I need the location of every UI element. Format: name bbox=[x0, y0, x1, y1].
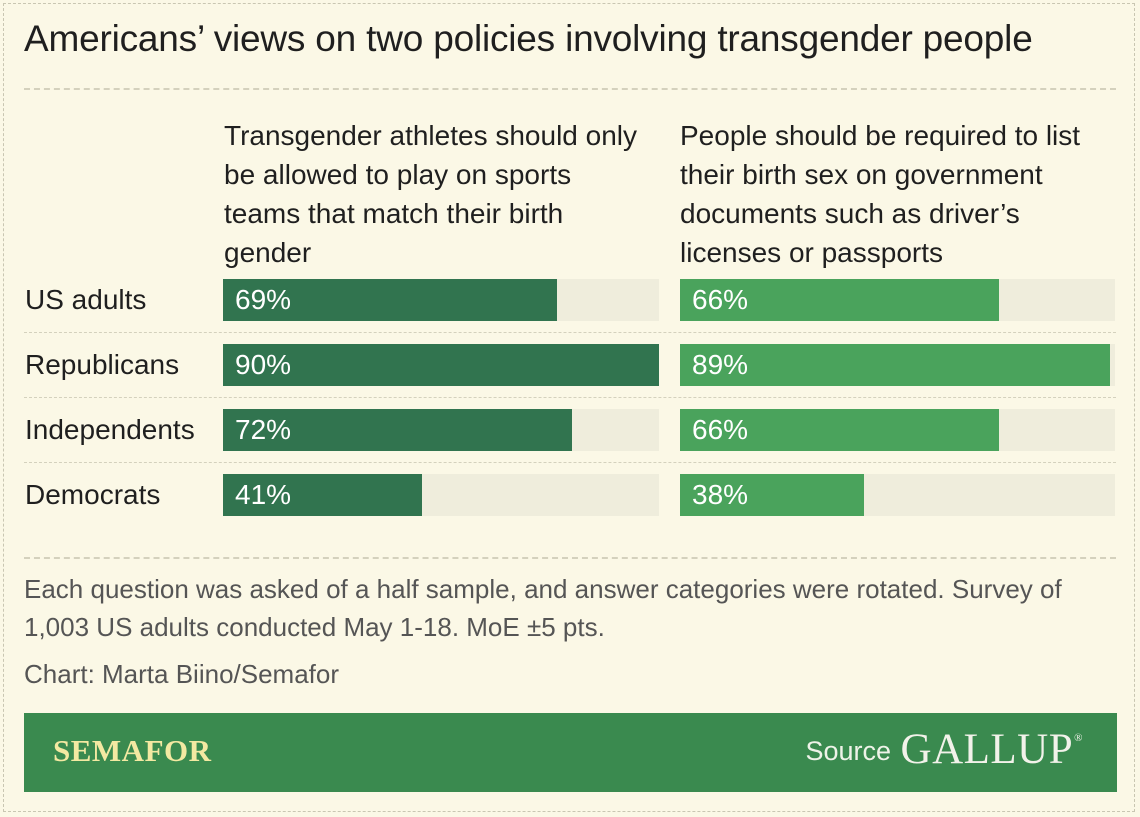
bar-track: 41% bbox=[223, 474, 659, 516]
semafor-logo: SEMAFOR bbox=[53, 733, 212, 768]
survey-note: Each question was asked of a half sample… bbox=[24, 574, 1062, 642]
row-separator bbox=[24, 462, 1116, 463]
row-separator bbox=[24, 397, 1116, 398]
category-label: US adults bbox=[25, 284, 147, 315]
bar-value-label: 38% bbox=[692, 479, 749, 510]
gallup-logo-text: GALLUP bbox=[900, 726, 1074, 773]
bar-value-label: 41% bbox=[235, 479, 292, 510]
bar: 41% bbox=[223, 474, 422, 516]
notes-separator bbox=[24, 557, 1116, 559]
bar: 89% bbox=[680, 344, 1110, 386]
bar-track: 38% bbox=[680, 474, 1115, 516]
bar-value-label: 69% bbox=[235, 284, 292, 315]
title-separator bbox=[24, 88, 1116, 90]
registered-mark: ® bbox=[1074, 732, 1083, 744]
chart-credit: Chart: Marta Biino/Semafor bbox=[24, 659, 340, 689]
bar: 38% bbox=[680, 474, 864, 516]
footer-bar: SEMAFOR Source GALLUP® bbox=[24, 713, 1117, 792]
chart-title: Americans’ views on two policies involvi… bbox=[24, 18, 1033, 59]
bar-track: 90% bbox=[223, 344, 659, 386]
gallup-logo: GALLUP® bbox=[901, 725, 1083, 774]
bar-value-label: 66% bbox=[692, 414, 749, 445]
bar-track: 66% bbox=[680, 409, 1115, 451]
category-label: Independents bbox=[25, 414, 195, 445]
category-label: Democrats bbox=[25, 479, 161, 510]
bar-value-label: 90% bbox=[235, 349, 292, 380]
bar-value-label: 66% bbox=[692, 284, 749, 315]
bar: 66% bbox=[680, 279, 999, 321]
bar-track: 72% bbox=[223, 409, 659, 451]
bar: 90% bbox=[223, 344, 659, 386]
bar: 72% bbox=[223, 409, 572, 451]
series-1-header: Transgender athletes should only be allo… bbox=[224, 120, 637, 268]
bar-track: 66% bbox=[680, 279, 1115, 321]
chart-frame bbox=[3, 3, 1135, 812]
bar-track: 89% bbox=[680, 344, 1115, 386]
bar: 66% bbox=[680, 409, 999, 451]
series-2-header: People should be required to list their … bbox=[680, 120, 1081, 268]
bar-value-label: 72% bbox=[235, 414, 292, 445]
category-label: Republicans bbox=[25, 349, 180, 380]
row-separator bbox=[24, 332, 1116, 333]
bar: 69% bbox=[223, 279, 557, 321]
bar-track: 69% bbox=[223, 279, 659, 321]
bar-value-label: 89% bbox=[692, 349, 749, 380]
source-label: Source bbox=[805, 736, 891, 766]
